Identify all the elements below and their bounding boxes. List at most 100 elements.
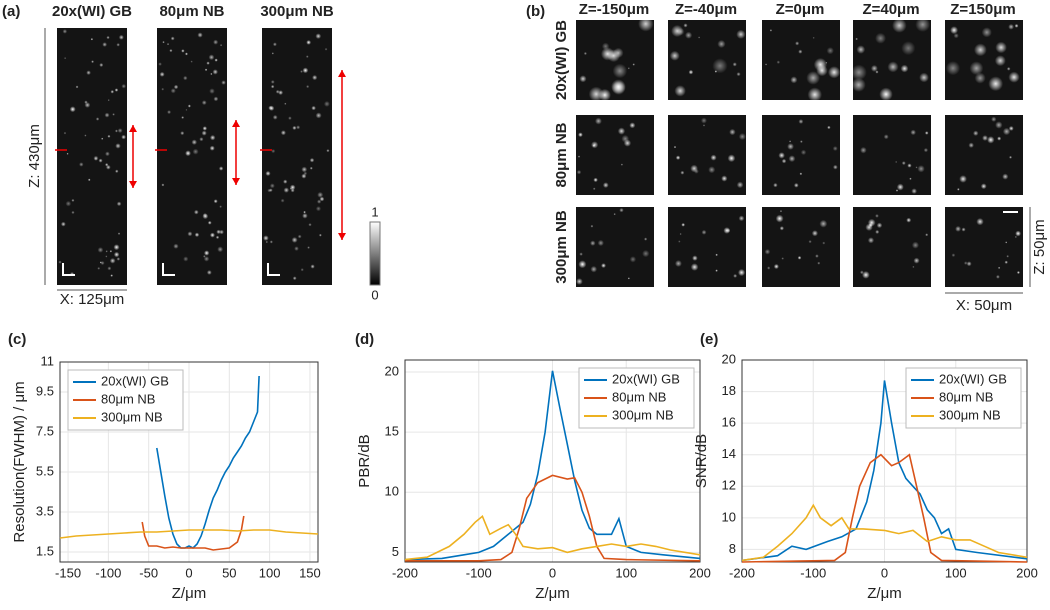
image-spot	[268, 105, 273, 111]
image-spot	[84, 134, 87, 137]
x-axis-label: Z/μm	[867, 585, 901, 602]
image-spot	[121, 83, 127, 89]
image-spot	[795, 41, 800, 46]
data-line	[141, 515, 245, 551]
image-spot	[738, 215, 745, 222]
image-spot	[169, 49, 173, 53]
image-spot	[578, 260, 587, 269]
image-spot	[594, 117, 602, 125]
image-spot	[69, 106, 76, 113]
image-spot	[590, 224, 594, 228]
x-tick-label: -50	[139, 565, 158, 580]
image-spot	[982, 135, 988, 141]
image-spot	[323, 100, 330, 107]
data-line	[404, 514, 701, 561]
image-spot	[995, 121, 1003, 129]
image-spot	[988, 76, 1004, 92]
image-spot	[217, 246, 224, 253]
image-spot	[181, 49, 185, 53]
microscopy-image	[853, 115, 931, 195]
image-spot	[911, 241, 920, 249]
image-spot	[104, 112, 110, 118]
image-spot	[981, 27, 992, 38]
image-spot	[715, 269, 718, 272]
image-spot	[919, 72, 929, 83]
image-spot	[924, 131, 929, 135]
image-spot	[121, 134, 126, 140]
image-spot	[187, 231, 193, 237]
image-spot	[690, 164, 698, 173]
image-spot	[271, 149, 276, 154]
y-axis-label: SNR/dB	[693, 434, 710, 488]
image-spot	[632, 63, 635, 66]
image-spot	[109, 250, 113, 253]
image-spot	[901, 41, 916, 56]
image-spot	[267, 188, 272, 193]
image-spot	[306, 40, 312, 45]
image-spot	[808, 240, 812, 244]
image-spot	[63, 131, 67, 135]
image-spot	[288, 116, 292, 120]
image-spot	[775, 214, 784, 223]
y-tick-label: 12	[722, 478, 736, 493]
axes-box	[404, 359, 701, 563]
image-spot	[764, 248, 771, 255]
legend-label: 300μm NB	[612, 407, 674, 422]
image-spot	[311, 105, 316, 111]
image-spot	[675, 155, 681, 160]
image-spot	[117, 232, 121, 235]
image-spot	[215, 235, 220, 240]
image-spot	[736, 29, 746, 39]
image-spot	[629, 122, 636, 129]
image-spot	[797, 255, 802, 260]
image-spot	[319, 196, 325, 202]
image-spot	[800, 140, 803, 143]
image-spot	[678, 240, 681, 243]
image-spot	[272, 114, 278, 120]
image-spot	[619, 207, 624, 213]
y-tick-label: 1.5	[36, 543, 54, 558]
image-spot	[966, 261, 972, 267]
data-line	[741, 503, 1028, 562]
image-spot	[968, 142, 974, 148]
image-spot	[627, 67, 630, 70]
panel-label: (a)	[2, 3, 20, 20]
colorbar-tick: 0	[371, 287, 378, 302]
image-spot	[799, 172, 803, 176]
legend-label: 80μm NB	[101, 391, 155, 406]
image-spot	[1008, 71, 1020, 83]
image-spot	[66, 152, 69, 155]
y-tick-label: 3.5	[36, 503, 54, 518]
image-spot	[875, 229, 880, 234]
y-tick-label: 18	[722, 383, 736, 398]
z-label: Z: 50μm	[1031, 219, 1048, 274]
x-tick-label: 0	[881, 565, 888, 580]
image-spot	[912, 265, 915, 269]
image-spot	[712, 58, 728, 74]
image-spot	[105, 250, 108, 253]
image-spot	[955, 225, 962, 232]
image-spot	[84, 100, 88, 104]
image-spot	[71, 198, 75, 202]
image-spot	[813, 57, 828, 72]
image-spot	[769, 29, 773, 32]
image-spot	[102, 42, 108, 47]
image-spot	[1014, 23, 1019, 28]
image-spot	[181, 116, 185, 119]
image-spot	[107, 134, 111, 138]
image-spot	[110, 274, 113, 277]
x-axis-label: Z/μm	[172, 585, 206, 602]
y-tick-label: 8	[729, 541, 736, 556]
legend-label: 20x(WI) GB	[939, 371, 1007, 386]
image-spot	[911, 188, 918, 194]
image-spot	[600, 47, 615, 61]
image-spot	[1015, 230, 1022, 237]
image-spot	[1006, 254, 1009, 258]
image-spot	[612, 63, 628, 79]
image-spot	[620, 163, 624, 166]
image-spot	[209, 88, 215, 94]
image-spot	[806, 71, 820, 85]
image-spot	[1004, 260, 1008, 264]
image-spot	[685, 31, 693, 39]
